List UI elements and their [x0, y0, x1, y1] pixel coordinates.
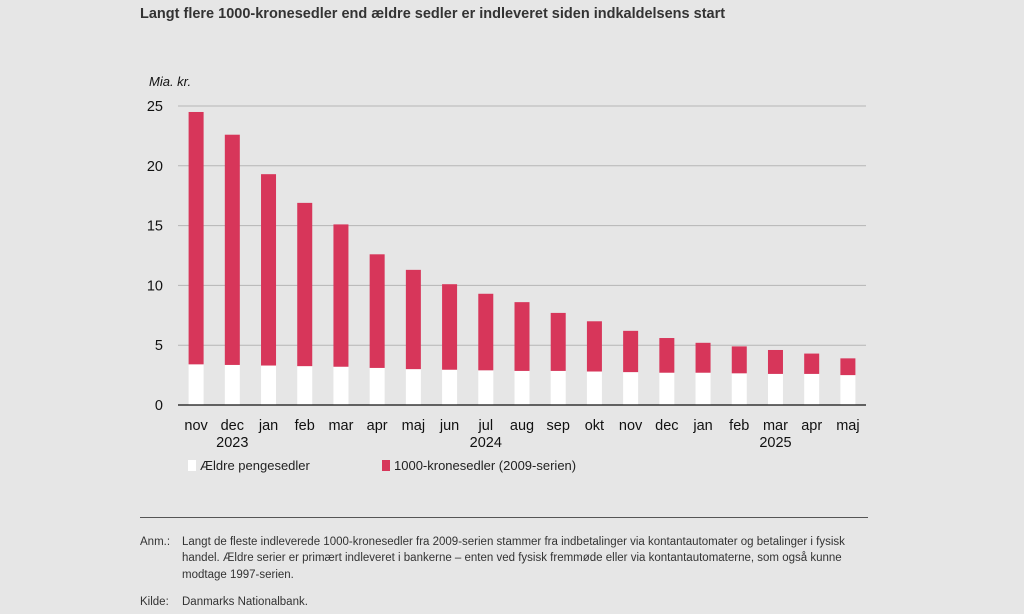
- bar-older-7: [442, 369, 458, 405]
- bar-older-2: [261, 365, 277, 405]
- bar-new-8: [478, 293, 494, 371]
- x-tick-label: nov: [619, 418, 643, 434]
- legend-item-new: 1000-kronesedler (2009-serien): [382, 458, 576, 473]
- bar-older-6: [405, 369, 421, 405]
- x-tick-label: jan: [258, 418, 278, 434]
- bar-new-15: [731, 346, 747, 374]
- bar-older-12: [623, 372, 639, 405]
- bar-new-12: [623, 330, 639, 373]
- x-year-label: 2023: [216, 435, 248, 451]
- legend-swatch-new: [382, 460, 390, 471]
- bar-older-8: [478, 370, 494, 405]
- x-year-label: 2025: [759, 435, 791, 451]
- x-tick-label: jun: [439, 418, 459, 434]
- x-tick-label: aug: [510, 418, 534, 434]
- bar-older-5: [369, 367, 385, 405]
- bar-new-9: [514, 302, 530, 371]
- bar-new-18: [840, 358, 856, 376]
- bar-older-15: [731, 373, 747, 405]
- bar-new-10: [550, 312, 566, 371]
- bar-new-11: [586, 321, 602, 372]
- legend-label-older: Ældre pengesedler: [200, 458, 310, 473]
- bar-new-5: [369, 254, 385, 368]
- legend-item-older: Ældre pengesedler: [188, 458, 310, 473]
- note-kilde-label: Kilde:: [140, 596, 169, 608]
- bar-older-4: [333, 366, 349, 405]
- y-tick-label: 0: [155, 398, 163, 414]
- legend-label-new: 1000-kronesedler (2009-serien): [394, 458, 577, 473]
- x-tick-label: jul: [478, 418, 494, 434]
- x-tick-label: dec: [221, 418, 244, 434]
- bar-older-11: [586, 371, 602, 405]
- note-kilde-text: Danmarks Nationalbank.: [182, 596, 308, 608]
- x-tick-label: feb: [295, 418, 315, 434]
- x-tick-label: sep: [547, 418, 570, 434]
- x-tick-label: maj: [836, 418, 859, 434]
- bar-older-3: [297, 366, 313, 405]
- x-tick-label: mar: [328, 418, 353, 434]
- bar-new-17: [804, 353, 820, 374]
- bar-new-1: [224, 134, 240, 365]
- x-tick-label: mar: [763, 418, 788, 434]
- bar-new-7: [442, 284, 458, 370]
- y-tick-label: 5: [155, 338, 163, 354]
- note-anm-text: Langt de fleste indleverede 1000-kronese…: [182, 536, 845, 581]
- bar-new-2: [261, 174, 277, 366]
- bar-new-0: [188, 111, 204, 365]
- x-year-label: 2024: [470, 435, 502, 451]
- x-tick-label: feb: [729, 418, 749, 434]
- note-anm-label: Anm.:: [140, 536, 171, 548]
- y-tick-label: 15: [147, 219, 163, 235]
- y-tick-label: 20: [147, 159, 163, 175]
- x-tick-label: apr: [801, 418, 822, 434]
- bar-older-14: [695, 372, 711, 405]
- bar-older-10: [550, 370, 566, 405]
- x-tick-label: maj: [402, 418, 425, 434]
- chart-title: Langt flere 1000-kronesedler end ældre s…: [140, 6, 726, 22]
- y-tick-label: 25: [147, 99, 163, 115]
- y-tick-label: 10: [147, 278, 163, 294]
- bar-older-17: [804, 373, 820, 405]
- bar-new-14: [695, 342, 711, 373]
- bar-older-16: [767, 373, 783, 405]
- notes-divider: [140, 517, 868, 518]
- bar-new-13: [659, 338, 675, 373]
- bar-older-1: [224, 364, 240, 405]
- bar-new-16: [767, 349, 783, 374]
- x-tick-label: okt: [585, 418, 604, 434]
- bar-new-6: [405, 269, 421, 370]
- x-tick-label: jan: [692, 418, 712, 434]
- bar-older-13: [659, 372, 675, 405]
- bar-older-9: [514, 370, 530, 405]
- legend-swatch-older: [188, 460, 196, 471]
- bar-new-3: [297, 202, 313, 367]
- y-axis-label: Mia. kr.: [149, 74, 191, 89]
- x-tick-label: apr: [367, 418, 388, 434]
- bar-older-0: [188, 364, 204, 405]
- bar-new-4: [333, 224, 349, 367]
- x-tick-label: dec: [655, 418, 678, 434]
- bar-older-18: [840, 375, 856, 405]
- x-tick-label: nov: [184, 418, 208, 434]
